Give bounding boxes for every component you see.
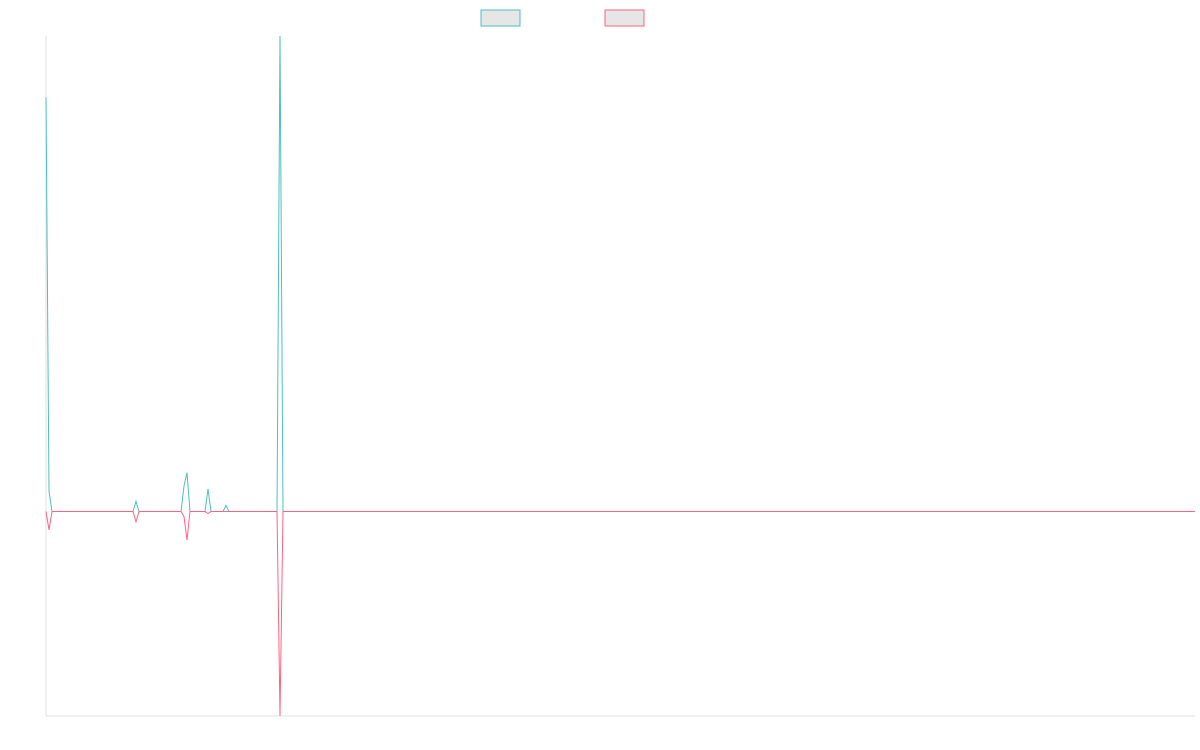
series-line-1 [45,35,1195,512]
series-layer [45,35,1195,717]
legend [480,9,645,27]
series-line-2 [45,510,1195,717]
legend-swatch-1[interactable] [480,9,521,27]
legend-swatch-2[interactable] [604,9,645,27]
